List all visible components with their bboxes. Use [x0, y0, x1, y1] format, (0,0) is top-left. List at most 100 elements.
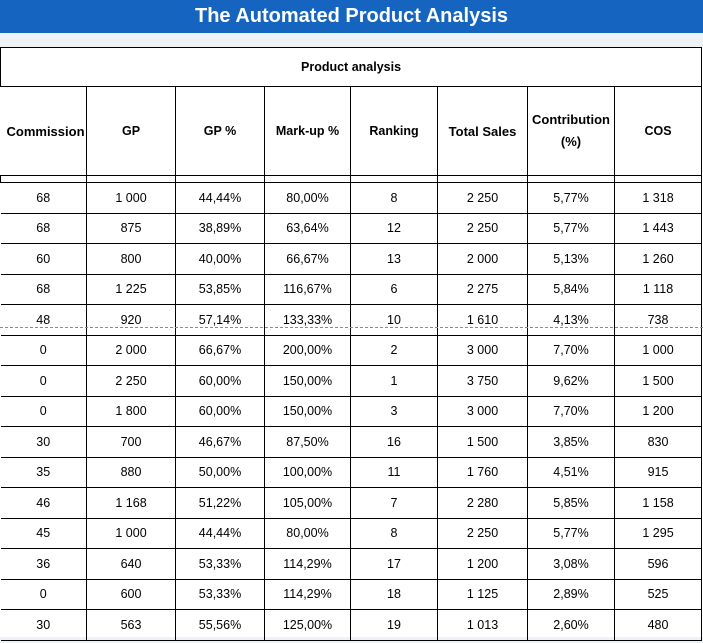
cell-gp[interactable]: 700: [86, 426, 176, 458]
cell-ranking[interactable]: 10: [350, 304, 438, 336]
cell-markup-pct[interactable]: 150,00%: [264, 365, 351, 397]
cell-gp[interactable]: 1 225: [86, 273, 176, 305]
cell-cos[interactable]: 1 260: [613, 243, 703, 275]
cell-ranking[interactable]: 8: [350, 182, 438, 214]
cell-ranking[interactable]: 18: [350, 578, 438, 610]
cell-total-sales[interactable]: 2 250: [437, 517, 528, 549]
cell-gp-pct[interactable]: 55,56%: [175, 609, 265, 641]
cell-ranking[interactable]: 17: [350, 548, 438, 580]
sheet-title[interactable]: Product analysis: [0, 47, 703, 87]
cell-ranking[interactable]: 19: [350, 609, 438, 641]
cell-gp-pct[interactable]: 53,85%: [175, 273, 265, 305]
spacer-cell[interactable]: [437, 175, 528, 183]
cell-ranking[interactable]: 13: [350, 243, 438, 275]
cell-markup-pct[interactable]: 133,33%: [264, 304, 351, 336]
cell-ranking[interactable]: 11: [350, 456, 438, 488]
cell-commission[interactable]: 0: [0, 395, 87, 427]
cell-gp[interactable]: 880: [86, 456, 176, 488]
spacer-cell[interactable]: [86, 175, 176, 183]
cell-ranking[interactable]: 6: [350, 273, 438, 305]
cell-cos[interactable]: 830: [613, 426, 703, 458]
cell-gp[interactable]: 1 168: [86, 487, 176, 519]
cell-gp-pct[interactable]: 57,14%: [175, 304, 265, 336]
cell-gp-pct[interactable]: 60,00%: [175, 365, 265, 397]
cell-commission[interactable]: 30: [0, 426, 87, 458]
cell-gp[interactable]: 875: [86, 212, 176, 244]
cell-cos[interactable]: 525: [613, 578, 703, 610]
cell-markup-pct[interactable]: 150,00%: [264, 395, 351, 427]
cell-cos[interactable]: 1 295: [613, 517, 703, 549]
cell-cos[interactable]: 480: [613, 609, 703, 641]
cell-commission[interactable]: 60: [0, 243, 87, 275]
cell-markup-pct[interactable]: 66,67%: [264, 243, 351, 275]
cell-total-sales[interactable]: 3 750: [437, 365, 528, 397]
cell-commission[interactable]: 48: [0, 304, 87, 336]
spacer-cell[interactable]: [264, 175, 351, 183]
cell-commission[interactable]: 68: [0, 273, 87, 305]
cell-markup-pct[interactable]: 125,00%: [264, 609, 351, 641]
cell-gp-pct[interactable]: 46,67%: [175, 426, 265, 458]
column-header-total-sales[interactable]: Total Sales: [437, 86, 528, 176]
column-header-contribution[interactable]: Contribution (%): [527, 86, 615, 176]
cell-total-sales[interactable]: 3 000: [437, 395, 528, 427]
cell-commission[interactable]: 0: [0, 365, 87, 397]
cell-cos[interactable]: 1 443: [613, 212, 703, 244]
cell-contribution[interactable]: 4,13%: [527, 304, 615, 336]
column-header-commission[interactable]: Commission: [0, 86, 87, 176]
cell-ranking[interactable]: 7: [350, 487, 438, 519]
cell-contribution[interactable]: 3,08%: [527, 548, 615, 580]
cell-gp-pct[interactable]: 53,33%: [175, 578, 265, 610]
cell-total-sales[interactable]: 3 000: [437, 334, 528, 366]
cell-ranking[interactable]: 12: [350, 212, 438, 244]
cell-total-sales[interactable]: 1 013: [437, 609, 528, 641]
cell-cos[interactable]: 915: [613, 456, 703, 488]
cell-cos[interactable]: 1 158: [613, 487, 703, 519]
cell-markup-pct[interactable]: 116,67%: [264, 273, 351, 305]
cell-gp[interactable]: 600: [86, 578, 176, 610]
cell-gp[interactable]: 2 000: [86, 334, 176, 366]
cell-markup-pct[interactable]: 200,00%: [264, 334, 351, 366]
cell-gp[interactable]: 1 000: [86, 182, 176, 214]
cell-contribution[interactable]: 5,77%: [527, 517, 615, 549]
cell-gp[interactable]: 563: [86, 609, 176, 641]
cell-commission[interactable]: 35: [0, 456, 87, 488]
cell-gp-pct[interactable]: 66,67%: [175, 334, 265, 366]
cell-commission[interactable]: 30: [0, 609, 87, 641]
spacer-cell[interactable]: [613, 175, 703, 183]
column-header-ranking[interactable]: Ranking: [350, 86, 438, 176]
cell-ranking[interactable]: 16: [350, 426, 438, 458]
cell-contribution[interactable]: 7,70%: [527, 334, 615, 366]
cell-cos[interactable]: 1 118: [613, 273, 703, 305]
cell-contribution[interactable]: 5,13%: [527, 243, 615, 275]
cell-commission[interactable]: 46: [0, 487, 87, 519]
cell-markup-pct[interactable]: 105,00%: [264, 487, 351, 519]
cell-gp-pct[interactable]: 44,44%: [175, 182, 265, 214]
cell-gp-pct[interactable]: 60,00%: [175, 395, 265, 427]
cell-markup-pct[interactable]: 100,00%: [264, 456, 351, 488]
cell-cos[interactable]: 1 500: [613, 365, 703, 397]
cell-markup-pct[interactable]: 87,50%: [264, 426, 351, 458]
cell-gp-pct[interactable]: 53,33%: [175, 548, 265, 580]
cell-cos[interactable]: 596: [613, 548, 703, 580]
cell-gp[interactable]: 2 250: [86, 365, 176, 397]
cell-markup-pct[interactable]: 63,64%: [264, 212, 351, 244]
cell-commission[interactable]: 45: [0, 517, 87, 549]
cell-gp-pct[interactable]: 50,00%: [175, 456, 265, 488]
cell-contribution[interactable]: 5,85%: [527, 487, 615, 519]
spacer-cell[interactable]: [350, 175, 438, 183]
cell-gp[interactable]: 1 000: [86, 517, 176, 549]
cell-markup-pct[interactable]: 114,29%: [264, 548, 351, 580]
cell-ranking[interactable]: 3: [350, 395, 438, 427]
cell-cos[interactable]: 1 000: [613, 334, 703, 366]
cell-gp-pct[interactable]: 51,22%: [175, 487, 265, 519]
cell-ranking[interactable]: 1: [350, 365, 438, 397]
cell-total-sales[interactable]: 2 000: [437, 243, 528, 275]
cell-total-sales[interactable]: 2 280: [437, 487, 528, 519]
column-header-cos[interactable]: COS: [613, 86, 703, 176]
cell-markup-pct[interactable]: 114,29%: [264, 578, 351, 610]
cell-gp[interactable]: 920: [86, 304, 176, 336]
cell-total-sales[interactable]: 2 275: [437, 273, 528, 305]
cell-total-sales[interactable]: 1 610: [437, 304, 528, 336]
cell-total-sales[interactable]: 1 500: [437, 426, 528, 458]
cell-markup-pct[interactable]: 80,00%: [264, 517, 351, 549]
